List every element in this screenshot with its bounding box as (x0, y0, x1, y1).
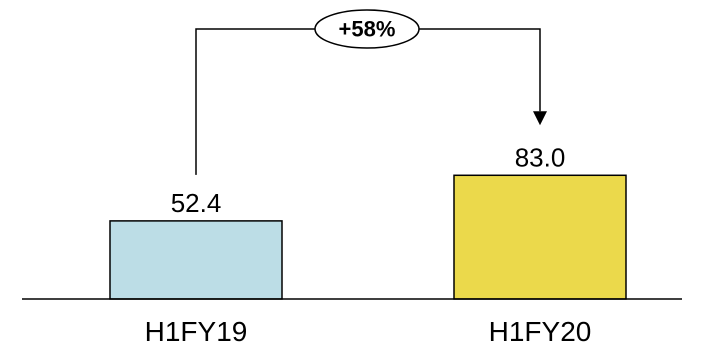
bar-h1fy20 (453, 174, 627, 300)
x-tick-label-h1fy19: H1FY19 (145, 316, 248, 347)
value-labels-group: 52.4 83.0 (171, 142, 566, 218)
x-tick-label-h1fy20: H1FY20 (489, 316, 592, 347)
tick-labels-group: H1FY19 H1FY20 (145, 316, 592, 347)
growth-annotation: +58% (195, 9, 547, 175)
value-label-h1fy19: 52.4 (171, 188, 222, 218)
bars-group (109, 174, 627, 300)
growth-bubble (314, 9, 420, 49)
growth-label: +58% (339, 17, 396, 42)
growth-connector-line (195, 28, 541, 175)
bar-h1fy19 (109, 220, 283, 300)
value-label-h1fy20: 83.0 (515, 142, 566, 172)
growth-arrowhead (533, 111, 547, 126)
